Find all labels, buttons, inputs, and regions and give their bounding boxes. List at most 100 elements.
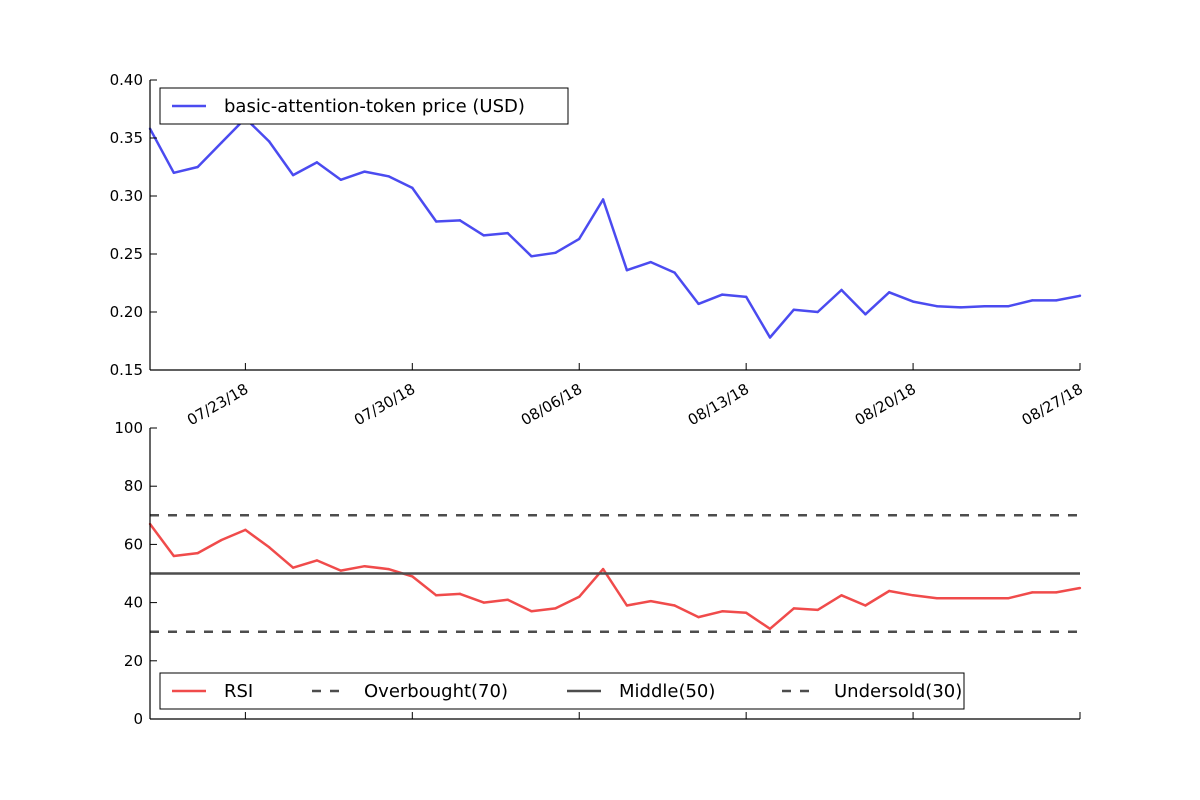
- data-point: [744, 295, 748, 299]
- data-point: [387, 175, 390, 178]
- data-point: [554, 251, 557, 255]
- data-point: [840, 288, 843, 292]
- data-point: [220, 141, 223, 144]
- data-point: [792, 607, 796, 610]
- data-point: [816, 310, 819, 314]
- y-tick-label: 80: [124, 477, 143, 495]
- y-tick-label: 0.40: [110, 71, 143, 89]
- data-point: [935, 305, 939, 308]
- legend-box: [159, 87, 569, 125]
- data-point: [506, 231, 509, 235]
- data-point: [411, 186, 414, 190]
- data-point: [959, 597, 962, 600]
- data-point: [697, 302, 700, 306]
- data-point: [721, 610, 724, 613]
- data-point: [1054, 591, 1058, 594]
- data-point: [387, 567, 390, 571]
- data-point: [816, 608, 819, 612]
- data-point: [911, 594, 915, 597]
- series-line-basic-attention-token-price-usd: [148, 117, 1081, 339]
- data-point: [339, 178, 342, 181]
- y-tick-label: 100: [114, 419, 143, 437]
- data-point: [888, 589, 891, 593]
- data-point: [220, 538, 223, 542]
- data-point: [578, 595, 581, 598]
- data-point: [244, 528, 247, 532]
- x-tick-label: 08/20/18: [852, 380, 919, 429]
- data-point: [673, 604, 676, 607]
- data-point: [1031, 299, 1034, 302]
- data-point: [1054, 299, 1058, 302]
- data-point: [768, 336, 772, 339]
- data-point: [768, 627, 772, 630]
- data-point: [363, 170, 366, 173]
- y-tick-label: 0.25: [110, 245, 143, 263]
- data-point: [744, 611, 748, 614]
- data-point: [911, 300, 915, 303]
- data-point: [339, 569, 342, 572]
- data-point: [291, 173, 295, 177]
- data-point: [315, 559, 319, 562]
- data-point: [792, 308, 796, 311]
- data-point: [530, 255, 533, 258]
- data-point: [530, 610, 533, 613]
- data-point: [458, 219, 462, 222]
- data-point: [196, 551, 199, 555]
- legend-label-overbought-70: Overbought(70): [364, 681, 508, 702]
- data-point: [864, 313, 867, 316]
- data-point: [983, 305, 986, 308]
- data-point: [1078, 586, 1082, 590]
- data-point: [649, 599, 652, 603]
- y-tick-label: 0: [133, 710, 143, 728]
- data-point: [363, 565, 366, 568]
- legend-label-rsi: RSI: [224, 681, 253, 702]
- data-point: [172, 171, 176, 174]
- data-point: [601, 567, 605, 571]
- y-tick-label: 0.20: [110, 303, 143, 321]
- data-point: [411, 575, 414, 578]
- data-point: [697, 615, 700, 619]
- y-tick-label: 40: [124, 594, 143, 612]
- data-point: [268, 140, 271, 143]
- data-point: [458, 592, 462, 596]
- data-point: [1007, 597, 1010, 600]
- data-point: [482, 234, 486, 237]
- data-point: [434, 594, 438, 597]
- data-point: [554, 607, 557, 610]
- data-point: [840, 594, 843, 597]
- legend-label-middle-50: Middle(50): [619, 681, 715, 702]
- data-point: [196, 165, 199, 169]
- data-point: [983, 597, 986, 600]
- data-point: [625, 269, 629, 272]
- y-tick-label: 20: [124, 652, 143, 670]
- y-tick-label: 0.30: [110, 187, 143, 205]
- series-line-rsi: [148, 523, 1081, 631]
- legend-label-basic-attention-token-price-usd: basic-attention-token price (USD): [224, 96, 525, 117]
- data-point: [482, 601, 486, 604]
- data-point: [1078, 294, 1082, 297]
- y-tick-label: 0.15: [110, 361, 143, 379]
- data-point: [673, 271, 676, 274]
- x-tick-label: 08/27/18: [1019, 380, 1086, 429]
- data-point: [649, 260, 652, 264]
- data-point: [578, 237, 581, 241]
- price-panel: 0.15 0.20 0.25 0.30 0.35 0.40 07/23/18 07/30/18…: [110, 71, 1086, 429]
- data-point: [935, 597, 939, 600]
- data-point: [434, 220, 438, 223]
- data-point: [1007, 305, 1010, 308]
- y-tick-label: 60: [124, 535, 143, 553]
- legend-label-undersold-30: Undersold(30): [834, 681, 962, 702]
- data-point: [864, 604, 867, 607]
- x-tick-label: 08/06/18: [518, 380, 585, 429]
- y-tick-label: 0.35: [110, 129, 143, 147]
- data-point: [959, 306, 962, 309]
- legend-box: [159, 672, 965, 710]
- x-tick-label: 07/30/18: [351, 380, 418, 429]
- data-point: [291, 566, 295, 569]
- data-point: [721, 293, 724, 296]
- data-point: [172, 554, 176, 558]
- data-point: [888, 291, 891, 294]
- data-point: [625, 604, 629, 607]
- data-point: [601, 198, 605, 201]
